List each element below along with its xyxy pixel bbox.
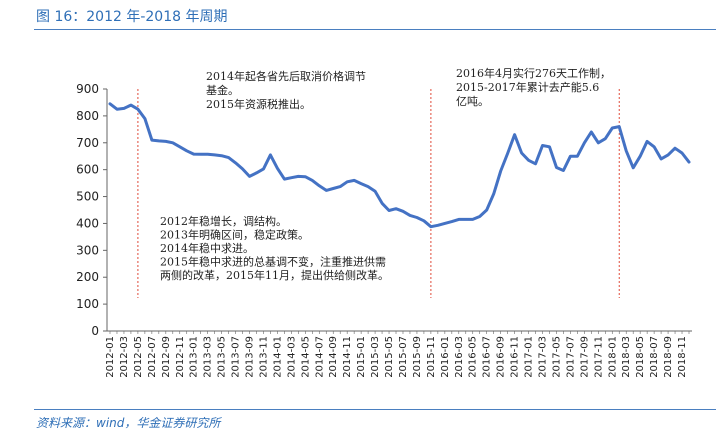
y-tick-label: 900 <box>76 82 99 96</box>
annotation-text: 2014年稳中求进。 <box>160 241 254 255</box>
x-tick-label: 2012-05 <box>133 336 144 378</box>
x-tick-label: 2016-09 <box>496 336 507 378</box>
annotation-text: 2016年4月实行276天工作制， <box>456 66 611 80</box>
x-tick-label: 2012-09 <box>161 336 172 378</box>
x-tick-label: 2014-01 <box>272 336 283 378</box>
source-divider <box>34 409 716 410</box>
annotation-text: 2015年稳中求进的总基调不变，注重推进供需 <box>160 255 386 269</box>
x-tick-label: 2018-09 <box>663 336 674 378</box>
x-tick-label: 2012-11 <box>175 336 186 378</box>
title-divider <box>34 29 716 30</box>
y-tick-label: 400 <box>76 216 99 230</box>
x-tick-label: 2017-01 <box>524 336 535 378</box>
annotation-text: 2012年稳增长，调结构。 <box>160 214 287 228</box>
annotation-text: 2013年明确区间，稳定政策。 <box>160 228 309 242</box>
x-tick-label: 2014-09 <box>328 336 339 378</box>
annotation-text: 亿吨。 <box>456 95 489 108</box>
x-tick-label: 2018-07 <box>649 336 660 378</box>
x-tick-label: 2016-11 <box>510 336 521 378</box>
x-tick-label: 2013-07 <box>231 336 242 378</box>
y-tick-label: 300 <box>76 243 99 257</box>
y-tick-label: 200 <box>76 270 99 284</box>
x-tick-label: 2013-03 <box>203 336 214 378</box>
x-tick-label: 2013-01 <box>189 336 200 378</box>
x-tick-label: 2017-03 <box>538 336 549 378</box>
x-tick-label: 2012-07 <box>147 336 158 378</box>
figure-title: 图 16：2012 年-2018 年周期 <box>36 9 228 25</box>
annotation-text: 2015-2017年累计去产能5.6 <box>456 80 599 94</box>
x-tick-label: 2014-05 <box>300 336 311 378</box>
y-tick-label: 600 <box>76 163 99 177</box>
x-tick-label: 2015-03 <box>370 336 381 378</box>
x-tick-label: 2013-11 <box>258 336 269 378</box>
y-tick-label: 700 <box>76 136 99 150</box>
x-tick-label: 2016-01 <box>440 336 451 378</box>
series-line <box>108 102 691 229</box>
x-tick-label: 2016-05 <box>468 336 479 378</box>
annotation-text: 基金。 <box>206 83 239 97</box>
x-tick-label: 2015-11 <box>426 336 437 378</box>
x-tick-label: 2012-01 <box>105 336 116 378</box>
x-tick-label: 2015-09 <box>412 336 423 378</box>
x-tick-label: 2018-11 <box>677 336 688 378</box>
x-tick-label: 2018-03 <box>621 336 632 378</box>
x-tick-label: 2016-07 <box>482 336 493 378</box>
x-tick-label: 2015-07 <box>398 336 409 378</box>
x-tick-label: 2017-05 <box>551 336 562 378</box>
x-tick-label: 2017-11 <box>593 336 604 378</box>
annotation-text: 两侧的改革，2015年11月，提出供给侧改革。 <box>160 268 389 282</box>
x-tick-label: 2015-01 <box>356 336 367 378</box>
y-tick-label: 100 <box>76 297 99 311</box>
y-tick-label: 500 <box>76 190 99 204</box>
annotation-text: 2014年起各省先后取消价格调节 <box>206 69 366 83</box>
x-tick-label: 2014-03 <box>286 336 297 378</box>
annotation-text: 2015年资源税推出。 <box>206 97 311 111</box>
x-tick-label: 2018-05 <box>635 336 646 378</box>
x-tick-label: 2017-07 <box>565 336 576 378</box>
x-tick-label: 2017-09 <box>579 336 590 378</box>
x-tick-label: 2013-05 <box>217 336 228 378</box>
source-note: 资料来源：wind，华金证券研究所 <box>36 416 221 430</box>
x-tick-label: 2014-11 <box>342 336 353 378</box>
x-tick-label: 2016-03 <box>454 336 465 378</box>
x-tick-label: 2018-01 <box>607 336 618 378</box>
y-tick-label: 800 <box>76 109 99 123</box>
y-tick-label: 0 <box>91 324 99 338</box>
x-tick-label: 2014-07 <box>314 336 325 378</box>
x-tick-label: 2012-03 <box>119 336 130 378</box>
x-tick-label: 2013-09 <box>245 336 256 378</box>
x-tick-label: 2015-05 <box>384 336 395 378</box>
